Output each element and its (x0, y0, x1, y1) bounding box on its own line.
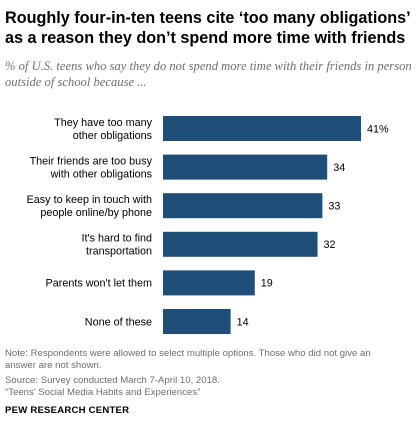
category-label-5: None of these (85, 316, 152, 328)
value-label-5: 14 (237, 316, 249, 328)
value-label-4: 19 (261, 278, 273, 290)
category-label-2: Easy to keep in touch with people online/… (27, 194, 152, 219)
bar-1 (163, 154, 328, 180)
bar-3 (163, 231, 318, 257)
footer-report-title: “Teens’ Social Media Habits and Experien… (5, 387, 201, 398)
footer-note-line-1: Note: Respondents were allowed to select… (5, 348, 371, 359)
brand-logo-text: PEW RESEARCH CENTER (5, 405, 130, 416)
footer-source: Source: Survey conducted March 7-April 1… (5, 375, 220, 386)
value-label-3: 32 (324, 239, 336, 251)
value-label-2: 33 (328, 200, 340, 212)
footer-note: Note: Respondents were allowed to select… (5, 348, 413, 372)
bar-2 (163, 193, 323, 219)
footer-note-line-2: answer are not shown. (5, 360, 102, 371)
bar-4 (163, 270, 255, 296)
bar-0 (163, 116, 361, 141)
category-label-0: They have too many other obligations (54, 117, 152, 142)
chart-subtitle: % of U.S. teens who say they do not spen… (5, 59, 412, 89)
category-label-1: Their friends are too busy with other obl… (30, 155, 153, 180)
bar-5 (163, 309, 231, 334)
chart-title: Roughly four-in-ten teens cite ‘too many… (5, 9, 410, 47)
horizontal-bar-chart: They have too many other obligations 41% Th… (27, 116, 389, 334)
category-label-4: Parents won't let them (46, 278, 152, 290)
category-label-3: It's hard to find transportation (82, 233, 152, 258)
value-label-0: 41% (367, 123, 389, 135)
value-label-1: 34 (333, 162, 345, 174)
